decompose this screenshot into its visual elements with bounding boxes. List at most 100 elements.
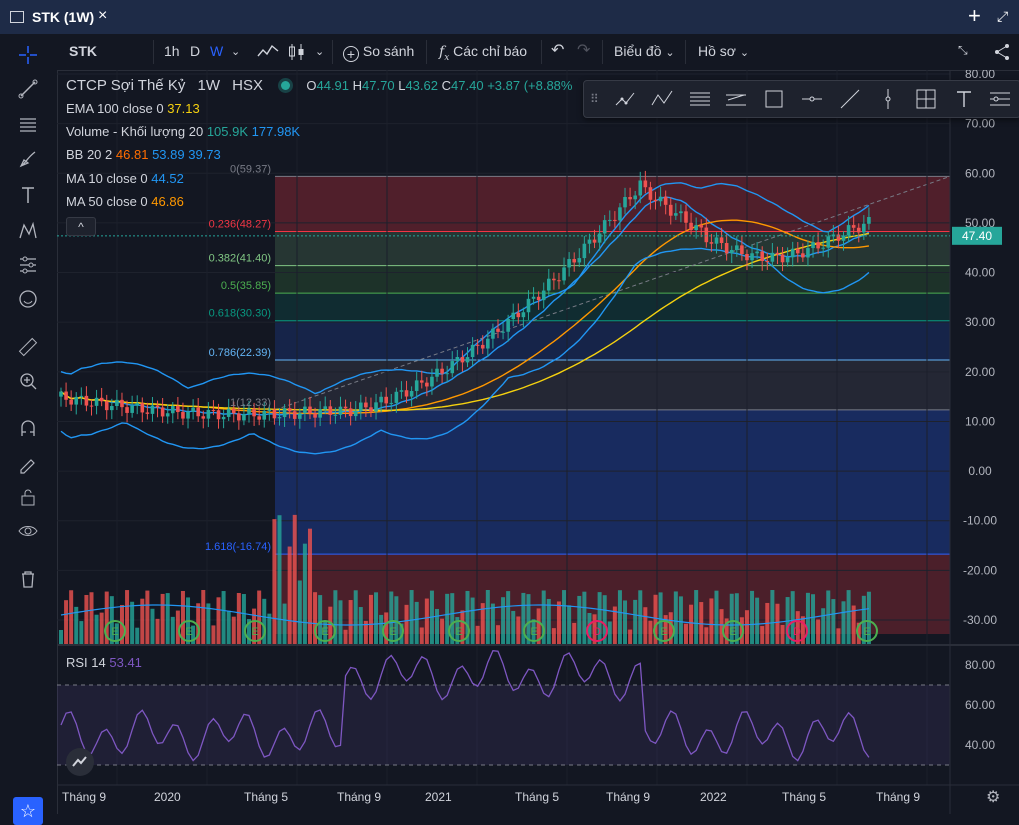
volume-bar [567,605,572,645]
candle-body [287,408,292,412]
trend-line-icon[interactable] [838,87,862,111]
indicators-button[interactable]: fx Các chỉ báo [439,43,527,63]
candle-body [160,407,165,417]
earnings-marker [856,620,878,642]
legend-ma10[interactable]: MA 10 close 0 44.52 [66,171,184,186]
compare-button[interactable]: + So sánh [343,43,414,62]
text-icon[interactable] [952,87,976,111]
magnet-icon[interactable] [14,416,42,442]
fib-labels: 0(59.37) 0.236(48.27) 0.382(41.40) 0.5(35.8… [205,163,271,553]
abcd-pattern-icon[interactable] [650,87,674,111]
pattern-icon[interactable] [14,218,42,244]
expand-icon[interactable]: ⤢ [997,8,1009,24]
volume-bar [292,514,297,645]
ruler-icon[interactable] [14,334,42,360]
volume-bar [435,608,440,645]
time-axis-label: 2022 [700,790,727,804]
add-tab-icon[interactable]: + [968,3,981,28]
interval-1h[interactable]: 1h [164,43,180,59]
horizontal-ray-icon[interactable] [688,87,712,111]
interval-dropdown-icon[interactable]: ⌄ [231,46,241,58]
close-tab-icon[interactable]: × [98,7,108,24]
legend-volume[interactable]: Volume - Khối lượng 20 105.9K 177.98K [66,124,301,139]
candle-body [750,253,754,261]
candle-body [176,406,180,413]
rectangle-icon[interactable] [762,87,786,111]
fullscreen-icon[interactable]: ⤡ [958,43,968,57]
candle-body [252,408,256,417]
more-tools-icon[interactable] [988,87,1012,111]
settings-gear-icon[interactable]: ⚙ [986,789,1001,806]
ema100-line [60,232,870,412]
brush-icon[interactable] [14,146,42,172]
interval-d[interactable]: D [190,43,201,59]
legend-ma50[interactable]: MA 50 close 0 46.86 [66,194,184,209]
symbol-legend: CTCP Sợi Thế Kỷ 1W HSX O44.91 H47.70 L43… [66,77,572,94]
collapse-legend-button[interactable]: ^ [66,217,96,236]
legend-ema100[interactable]: EMA 100 close 0 37.13 [66,101,200,116]
legend-bb[interactable]: BB 20 2 46.81 53.89 39.73 [66,147,221,162]
candle-body [699,225,704,228]
candle-body [374,402,378,412]
fib-zone [275,409,950,555]
crosshair-icon[interactable] [14,42,42,68]
cross-line-icon[interactable] [914,87,938,111]
fib-retracement-icon[interactable] [614,87,638,111]
candle-body [79,395,84,397]
candle-body [242,414,246,421]
candle-body [389,402,394,404]
candle-body [353,410,358,417]
vertical-line-icon[interactable] [876,87,900,111]
candle-body [206,409,211,419]
time-axis-label: Tháng 9 [337,790,382,804]
share-icon[interactable] [993,43,1011,64]
prediction-tools-icon[interactable] [14,252,42,278]
volume-bar [236,592,241,645]
candle-body [145,412,150,414]
lock-drawing-icon[interactable] [14,450,42,476]
fib-level-label: 1.618(-16.74) [205,541,271,553]
candle-body [613,219,617,221]
emoji-icon[interactable] [14,286,42,312]
zoom-in-icon[interactable] [14,368,42,394]
candle-body [724,243,729,254]
candle-body [226,408,231,417]
candle-body [816,242,820,249]
symbol-search[interactable]: STK [69,43,97,59]
earnings-marker [523,620,545,642]
candle-body [856,227,861,233]
horizontal-lines-icon[interactable] [14,112,42,138]
price-chart[interactable]: 0(59.37) 0.236(48.27) 0.382(41.40) 0.5(35.8… [57,67,1019,814]
text-tool-icon[interactable] [14,182,42,208]
chart-type-dropdown-icon[interactable]: ⌄ [315,46,325,58]
candle-chart-type-icon[interactable] [287,43,307,64]
parallel-channel-icon[interactable] [724,87,748,111]
fib-zone [275,293,950,321]
candle-body [59,391,63,397]
volume-bar [470,597,475,645]
line-chart-type-icon[interactable] [257,43,279,62]
profile-menu-button[interactable]: Hồ sơ ⌄ [698,43,749,59]
eye-icon[interactable] [14,518,42,544]
lock-icon[interactable] [14,484,42,510]
horizontal-line-icon[interactable] [800,87,824,111]
undo-icon[interactable]: ↶ [551,42,565,59]
trash-icon[interactable] [14,566,42,592]
chart-area[interactable]: 0(59.37) 0.236(48.27) 0.382(41.40) 0.5(35.8… [57,67,1019,814]
trend-line-icon[interactable] [14,76,42,102]
interval-w[interactable]: W [210,43,224,59]
candle-body [582,243,587,259]
fib-zone [275,265,950,294]
rsi-legend[interactable]: RSI 14 53.41 [66,655,142,670]
redo-icon[interactable]: ↷ [577,42,591,59]
candle-body [333,414,338,416]
volume-bar [714,590,719,645]
volume-bar [531,619,536,645]
tradingview-logo-icon[interactable] [66,748,94,776]
candle-body [257,416,261,420]
favorites-star-icon[interactable]: ☆ [13,797,43,825]
chart-menu-button[interactable]: Biểu đồ ⌄ [614,43,675,59]
volume-bar [841,601,846,645]
drag-handle-icon[interactable]: ⠿ [590,92,599,106]
